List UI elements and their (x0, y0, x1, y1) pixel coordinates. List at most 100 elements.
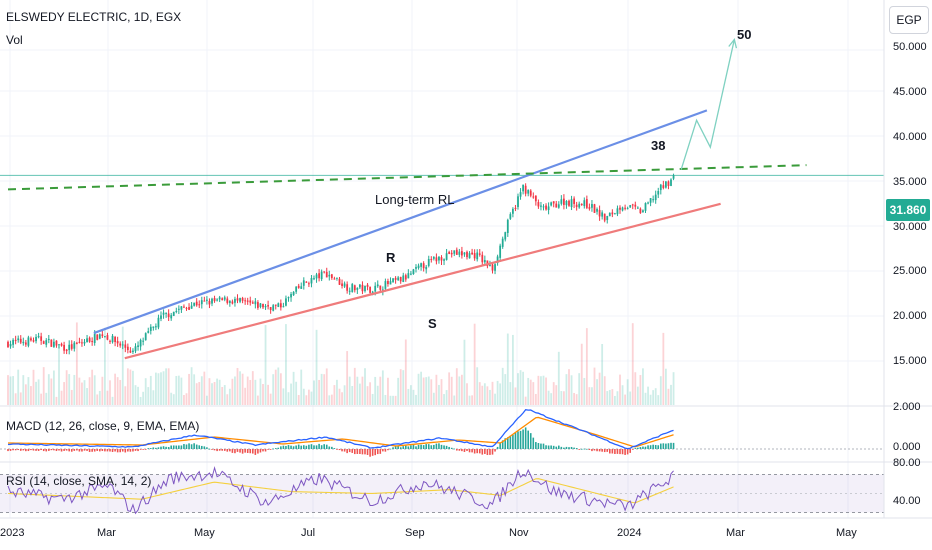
macd-histogram-bar (106, 449, 109, 452)
macd-histogram-bar (369, 449, 371, 457)
macd-histogram-bar (601, 449, 603, 452)
candle-body (420, 263, 422, 267)
candle-body (68, 344, 71, 351)
macd-histogram-bar (412, 445, 415, 449)
macd-histogram-bar (509, 435, 512, 449)
candle-body (369, 286, 371, 293)
currency-button[interactable]: EGP (889, 6, 929, 34)
macd-histogram-bar (443, 445, 445, 449)
volume-bar (381, 370, 384, 405)
candle-body (333, 278, 336, 280)
candle-body (65, 349, 68, 352)
macd-histogram-bar (218, 449, 221, 451)
volume-bar (394, 395, 397, 405)
macd-histogram-bar (376, 449, 379, 455)
candle-body (7, 341, 9, 348)
macd-histogram-bar (12, 449, 14, 451)
resistance-trendline (93, 109, 708, 335)
volume-bar (297, 394, 300, 405)
macd-histogram-bar (445, 445, 448, 449)
macd-histogram-bar (239, 449, 241, 453)
volume-bar (629, 391, 632, 405)
macd-histogram-bar (201, 445, 203, 449)
volume-bar (356, 376, 359, 405)
candle-body (203, 300, 206, 302)
macd-histogram-bar (542, 443, 545, 449)
volume-bar (527, 377, 530, 405)
macd-histogram-bar (7, 449, 9, 452)
macd-histogram-bar (359, 449, 361, 455)
volume-bar (236, 367, 239, 405)
macd-histogram-bar (231, 449, 234, 453)
target-38-label: 38 (651, 138, 666, 153)
volume-bar (310, 391, 313, 405)
candle-body (389, 281, 392, 285)
macd-histogram-bar (32, 449, 35, 451)
volume-bar (583, 377, 586, 405)
volume-bar (40, 393, 43, 405)
volume-bar (435, 374, 438, 405)
candle-body (188, 307, 190, 310)
macd-histogram-bar (155, 447, 157, 449)
candle-body (621, 207, 624, 211)
candle-body (580, 203, 583, 205)
volume-bar (149, 375, 152, 405)
candle-body (514, 207, 517, 209)
candle-body (114, 336, 116, 343)
volume-bar (517, 373, 519, 405)
rsi-label[interactable]: RSI (14, close, SMA, 14, 2) (6, 474, 152, 488)
volume-bar (116, 377, 119, 405)
candle-body (453, 250, 456, 254)
macd-histogram-bar (333, 448, 336, 449)
macd-histogram-bar (611, 449, 614, 454)
volume-bar (336, 379, 338, 405)
macd-histogram-bar (295, 445, 297, 449)
volume-bar (109, 380, 111, 405)
macd-histogram-bar (580, 448, 583, 450)
trend-lines[interactable] (0, 37, 884, 360)
macd-histogram-bar (420, 444, 422, 449)
volume-bar (644, 392, 647, 405)
volume-bar (593, 367, 596, 405)
candle-body (450, 252, 453, 255)
volume-bar (32, 369, 35, 405)
volume-bar (267, 384, 269, 405)
candle-body (12, 339, 14, 345)
candle-body (537, 202, 540, 207)
macd-histogram-bar (213, 449, 216, 451)
volume-bar (494, 393, 496, 405)
volume-bar (348, 376, 351, 405)
macd-histogram-bar (405, 445, 407, 449)
macd-label[interactable]: MACD (12, 26, close, 9, EMA, EMA) (6, 419, 200, 433)
candle-body (157, 317, 160, 328)
candle-body (654, 194, 657, 201)
volume-bar (519, 370, 522, 405)
macd-histogram-bar (481, 449, 484, 455)
candle-body (634, 204, 637, 207)
volume-bar (483, 383, 486, 405)
candle-body (328, 274, 331, 277)
volume-bar (14, 393, 17, 405)
macd-histogram-bar (422, 445, 425, 449)
volume-bar (555, 385, 558, 405)
candle-body (476, 252, 479, 260)
candle-body (211, 298, 213, 304)
macd-histogram-bar (374, 449, 376, 456)
volume-bar (218, 379, 221, 405)
macd-histogram-bar (229, 449, 231, 452)
macd-histogram-bar (119, 449, 121, 453)
volume-bar (19, 392, 22, 405)
candle-body (461, 251, 463, 256)
macd-histogram-bar (25, 449, 27, 452)
candle-body (560, 199, 563, 204)
candle-body (58, 344, 60, 346)
candle-body (601, 212, 604, 217)
macd-histogram-bar (461, 449, 463, 452)
candle-body (563, 198, 565, 205)
macd-histogram-bar (183, 444, 185, 449)
volume-bar (542, 375, 545, 405)
volume-bar (53, 370, 55, 405)
candle-body (231, 301, 234, 304)
volume-bar (63, 382, 65, 405)
